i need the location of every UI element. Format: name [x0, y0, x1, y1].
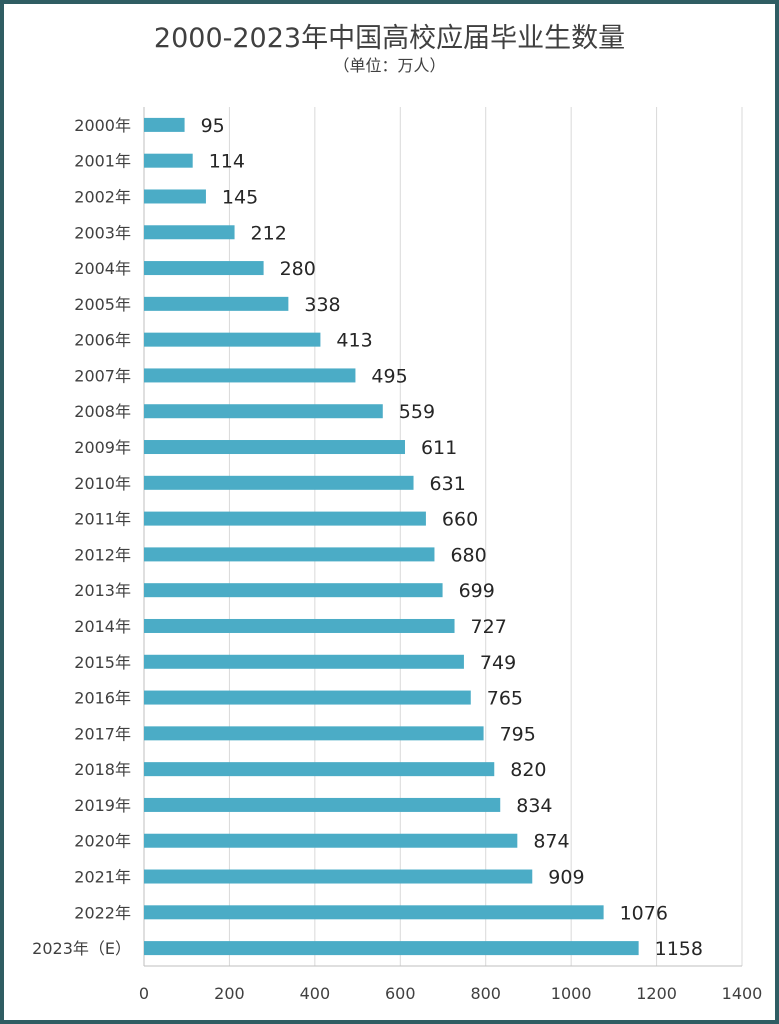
- y-tick-label: 2004年: [74, 259, 131, 278]
- bar: [144, 583, 443, 598]
- bar: [144, 618, 455, 633]
- y-tick-label: 2009年: [74, 438, 131, 457]
- data-label: 495: [371, 365, 407, 387]
- data-label: 834: [516, 795, 552, 817]
- data-label: 611: [421, 437, 457, 459]
- y-tick-label: 2001年: [74, 152, 131, 171]
- data-label: 1076: [620, 902, 668, 924]
- data-label: 413: [336, 330, 372, 352]
- y-tick-label: 2019年: [74, 796, 131, 815]
- data-label: 874: [533, 831, 569, 853]
- bar: [144, 404, 383, 419]
- y-tick-label: 2005年: [74, 295, 131, 314]
- bar: [144, 726, 484, 741]
- x-tick-label: 800: [470, 984, 501, 1003]
- y-tick-label: 2016年: [74, 689, 131, 708]
- bar: [144, 296, 289, 311]
- data-label: 212: [251, 222, 287, 244]
- data-label: 95: [201, 115, 225, 137]
- chart-subtitle: （单位：万人）: [333, 56, 446, 75]
- y-tick-label: 2011年: [74, 510, 131, 529]
- y-tick-label: 2010年: [74, 474, 131, 493]
- y-tick-label: 2021年: [74, 868, 131, 887]
- bar: [144, 905, 604, 920]
- y-tick-label: 2022年: [74, 903, 131, 922]
- x-tick-label: 1200: [636, 984, 677, 1003]
- x-tick-label: 0: [139, 984, 149, 1003]
- bar: [144, 690, 471, 705]
- bar: [144, 654, 464, 669]
- data-label: 1158: [655, 938, 703, 960]
- y-tick-label: 2017年: [74, 724, 131, 743]
- x-tick-label: 1000: [551, 984, 592, 1003]
- data-label: 559: [399, 401, 435, 423]
- y-tick-label: 2015年: [74, 653, 131, 672]
- data-label: 795: [500, 723, 536, 745]
- x-tick-label: 1400: [722, 984, 763, 1003]
- bar: [144, 261, 264, 276]
- data-label: 680: [450, 544, 486, 566]
- bar: [144, 368, 356, 383]
- chart-title: 2000-2023年中国高校应届毕业生数量: [153, 23, 626, 54]
- bar: [144, 225, 235, 240]
- data-label: 699: [459, 580, 495, 602]
- y-tick-label: 2007年: [74, 366, 131, 385]
- y-tick-label: 2023年（E）: [32, 939, 131, 958]
- bar: [144, 475, 414, 490]
- y-tick-label: 2018年: [74, 760, 131, 779]
- data-label: 820: [510, 759, 546, 781]
- bar: [144, 869, 533, 884]
- bar: [144, 762, 495, 777]
- data-label: 145: [222, 186, 258, 208]
- data-label: 727: [471, 616, 507, 638]
- data-label: 749: [480, 652, 516, 674]
- bar: [144, 941, 639, 956]
- y-tick-label: 2013年: [74, 581, 131, 600]
- bar: [144, 153, 193, 168]
- bar: [144, 189, 206, 204]
- data-label: 765: [487, 688, 523, 710]
- data-label: 114: [209, 151, 245, 173]
- x-tick-label: 400: [300, 984, 331, 1003]
- bar: [144, 117, 185, 132]
- bar: [144, 833, 518, 848]
- bar: [144, 440, 405, 455]
- data-label: 631: [430, 473, 466, 495]
- data-label: 280: [280, 258, 316, 280]
- data-label: 909: [548, 867, 584, 889]
- y-tick-label: 2008年: [74, 402, 131, 421]
- data-label: 338: [304, 294, 340, 316]
- x-tick-label: 600: [385, 984, 416, 1003]
- bar: [144, 547, 435, 562]
- y-tick-label: 2003年: [74, 223, 131, 242]
- y-tick-label: 2000年: [74, 116, 131, 135]
- bar: [144, 797, 501, 812]
- bar: [144, 332, 321, 347]
- y-tick-label: 2012年: [74, 545, 131, 564]
- y-tick-label: 2002年: [74, 187, 131, 206]
- y-tick-label: 2020年: [74, 832, 131, 851]
- y-tick-label: 2006年: [74, 331, 131, 350]
- bar: [144, 511, 426, 526]
- y-tick-label: 2014年: [74, 617, 131, 636]
- x-tick-label: 200: [214, 984, 245, 1003]
- data-label: 660: [442, 509, 478, 531]
